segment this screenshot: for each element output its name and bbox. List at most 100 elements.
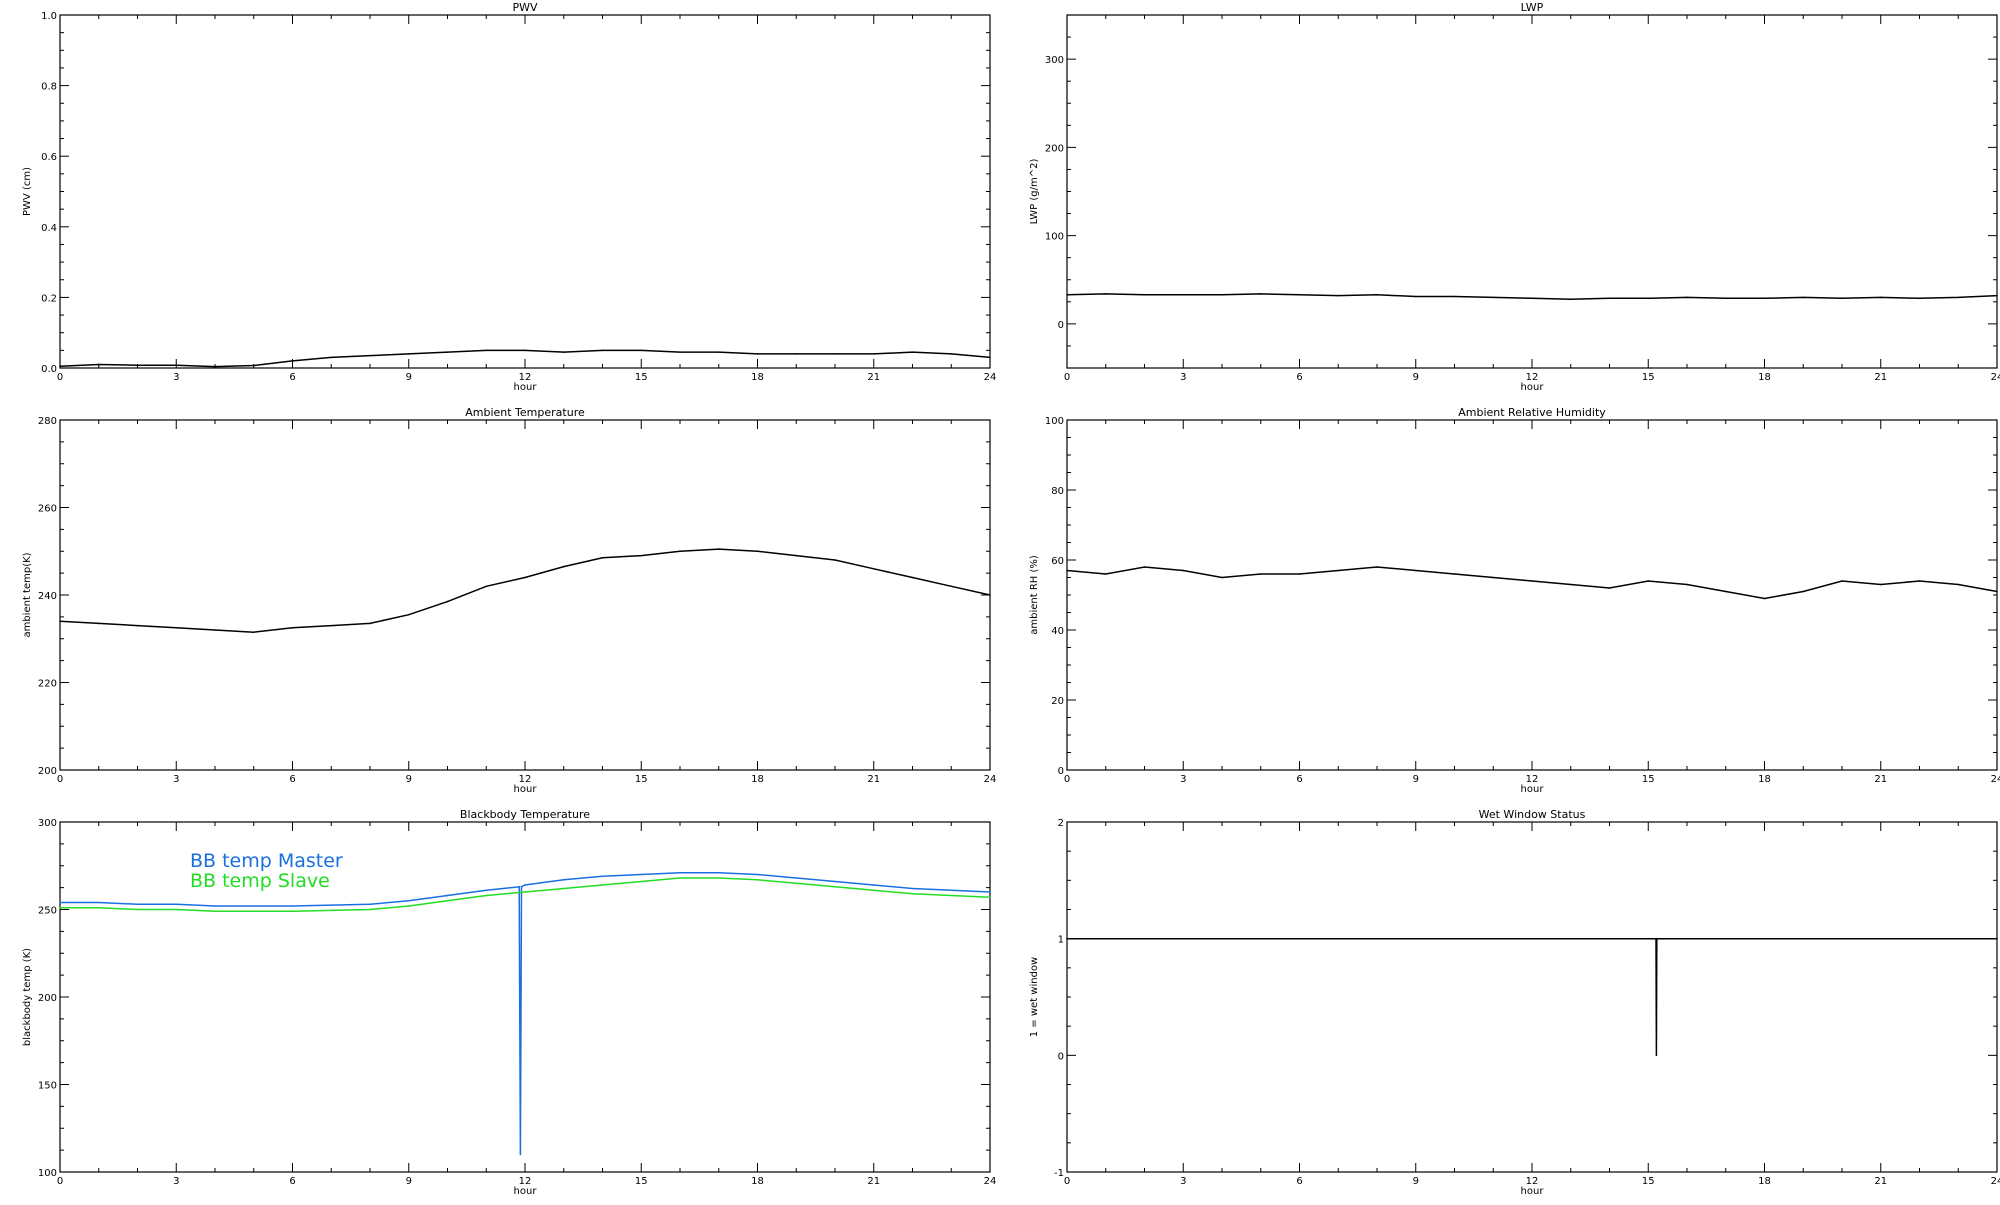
data-point bbox=[640, 880, 643, 883]
data-point bbox=[717, 351, 720, 353]
y-axis-label: PWV (cm) bbox=[22, 167, 33, 216]
y-tick-label: 100 bbox=[1045, 416, 1064, 427]
data-point bbox=[1686, 296, 1688, 299]
x-tick-label: 3 bbox=[173, 774, 179, 785]
x-tick-label: 24 bbox=[984, 774, 997, 785]
data-point bbox=[679, 351, 681, 353]
x-tick-label: 15 bbox=[1642, 1176, 1655, 1187]
data-point bbox=[1647, 297, 1650, 300]
data-point bbox=[601, 349, 604, 352]
data-point bbox=[1647, 580, 1650, 582]
data-point bbox=[1221, 576, 1223, 579]
data-point bbox=[1918, 580, 1921, 582]
data-point bbox=[330, 904, 333, 906]
data-point bbox=[1337, 569, 1340, 572]
x-tick-label: 21 bbox=[1874, 372, 1887, 383]
data-point bbox=[446, 894, 449, 897]
data-point bbox=[640, 873, 643, 876]
data-point bbox=[1996, 937, 1998, 940]
data-point bbox=[989, 594, 991, 596]
data-point bbox=[175, 627, 178, 629]
x-tick-label: 9 bbox=[1413, 774, 1419, 785]
data-point bbox=[485, 349, 488, 352]
x-tick-label: 12 bbox=[1526, 1176, 1539, 1187]
x-tick-label: 15 bbox=[1642, 774, 1655, 785]
data-point bbox=[136, 908, 139, 911]
data-point bbox=[369, 903, 371, 906]
y-tick-label: 1.0 bbox=[41, 11, 57, 22]
data-point bbox=[59, 620, 61, 623]
data-point bbox=[252, 631, 255, 633]
data-point bbox=[872, 884, 875, 886]
x-tick-label: 24 bbox=[1991, 1176, 2000, 1187]
x-tick-label: 18 bbox=[1758, 774, 1771, 785]
chart-panel: Wet Window Status03691215182124hour-1012… bbox=[1029, 808, 2000, 1197]
data-point bbox=[1492, 576, 1495, 579]
data-point bbox=[407, 899, 410, 902]
x-tick-label: 0 bbox=[1064, 372, 1070, 383]
data-point bbox=[97, 363, 100, 366]
legend-entry: BB temp Slave bbox=[190, 870, 330, 892]
chart-title: Ambient Relative Humidity bbox=[1458, 406, 1606, 419]
data-point bbox=[1221, 293, 1223, 296]
data-point bbox=[950, 353, 953, 355]
data-point bbox=[717, 871, 720, 874]
data-point bbox=[950, 894, 953, 897]
series-line bbox=[60, 872, 991, 1155]
data-point bbox=[911, 351, 914, 353]
x-tick-label: 0 bbox=[57, 774, 63, 785]
data-point bbox=[1802, 590, 1805, 593]
data-point bbox=[1724, 590, 1727, 593]
y-tick-label: 300 bbox=[1045, 55, 1064, 66]
y-tick-label: 60 bbox=[1051, 556, 1064, 567]
data-point bbox=[485, 894, 488, 897]
chart-panel: Ambient Temperature 0 3 6 9 12 15 18 21 24 hour 200… bbox=[22, 406, 996, 795]
data-point bbox=[136, 364, 139, 366]
data-point bbox=[1453, 573, 1456, 575]
chart-title: LWP bbox=[1521, 1, 1544, 14]
data-point bbox=[756, 353, 759, 355]
data-point bbox=[1655, 937, 1658, 940]
data-point bbox=[1182, 293, 1185, 296]
data-point bbox=[136, 903, 139, 906]
data-point bbox=[640, 349, 643, 352]
data-point bbox=[1453, 295, 1456, 298]
x-tick-label: 6 bbox=[289, 1176, 295, 1187]
x-tick-label: 18 bbox=[1758, 1176, 1771, 1187]
data-point bbox=[1841, 580, 1843, 582]
data-point bbox=[59, 365, 61, 368]
plot-frame bbox=[1066, 419, 1998, 771]
x-tick-label: 15 bbox=[1642, 372, 1655, 383]
chart-title: Blackbody Temperature bbox=[460, 808, 590, 821]
data-point bbox=[214, 910, 216, 913]
y-tick-label: 240 bbox=[38, 591, 57, 602]
data-point bbox=[1414, 569, 1417, 572]
data-point bbox=[989, 891, 991, 893]
data-point bbox=[1608, 297, 1611, 300]
data-point bbox=[1879, 583, 1882, 586]
x-tick-label: 6 bbox=[289, 774, 295, 785]
data-point bbox=[1763, 597, 1766, 600]
data-point bbox=[214, 629, 216, 631]
series-line bbox=[59, 548, 991, 633]
y-tick-label: 200 bbox=[38, 993, 57, 1004]
data-point bbox=[756, 550, 759, 553]
data-point bbox=[175, 903, 178, 906]
plot-frame bbox=[59, 419, 991, 771]
data-point bbox=[524, 891, 526, 893]
data-point bbox=[717, 877, 720, 879]
data-point bbox=[1259, 573, 1262, 575]
y-tick-label: 250 bbox=[38, 906, 57, 917]
data-point bbox=[756, 878, 759, 881]
data-point bbox=[989, 896, 991, 899]
data-point bbox=[485, 585, 488, 588]
data-point bbox=[330, 624, 333, 627]
chart-title: Ambient Temperature bbox=[465, 406, 585, 419]
y-tick-label: 0 bbox=[1058, 320, 1064, 331]
x-tick-label: 6 bbox=[1296, 774, 1302, 785]
y-tick-label: 100 bbox=[38, 1168, 57, 1179]
data-point bbox=[214, 365, 216, 368]
data-point bbox=[97, 906, 100, 909]
data-point bbox=[291, 910, 294, 913]
x-tick-label: 9 bbox=[406, 774, 412, 785]
